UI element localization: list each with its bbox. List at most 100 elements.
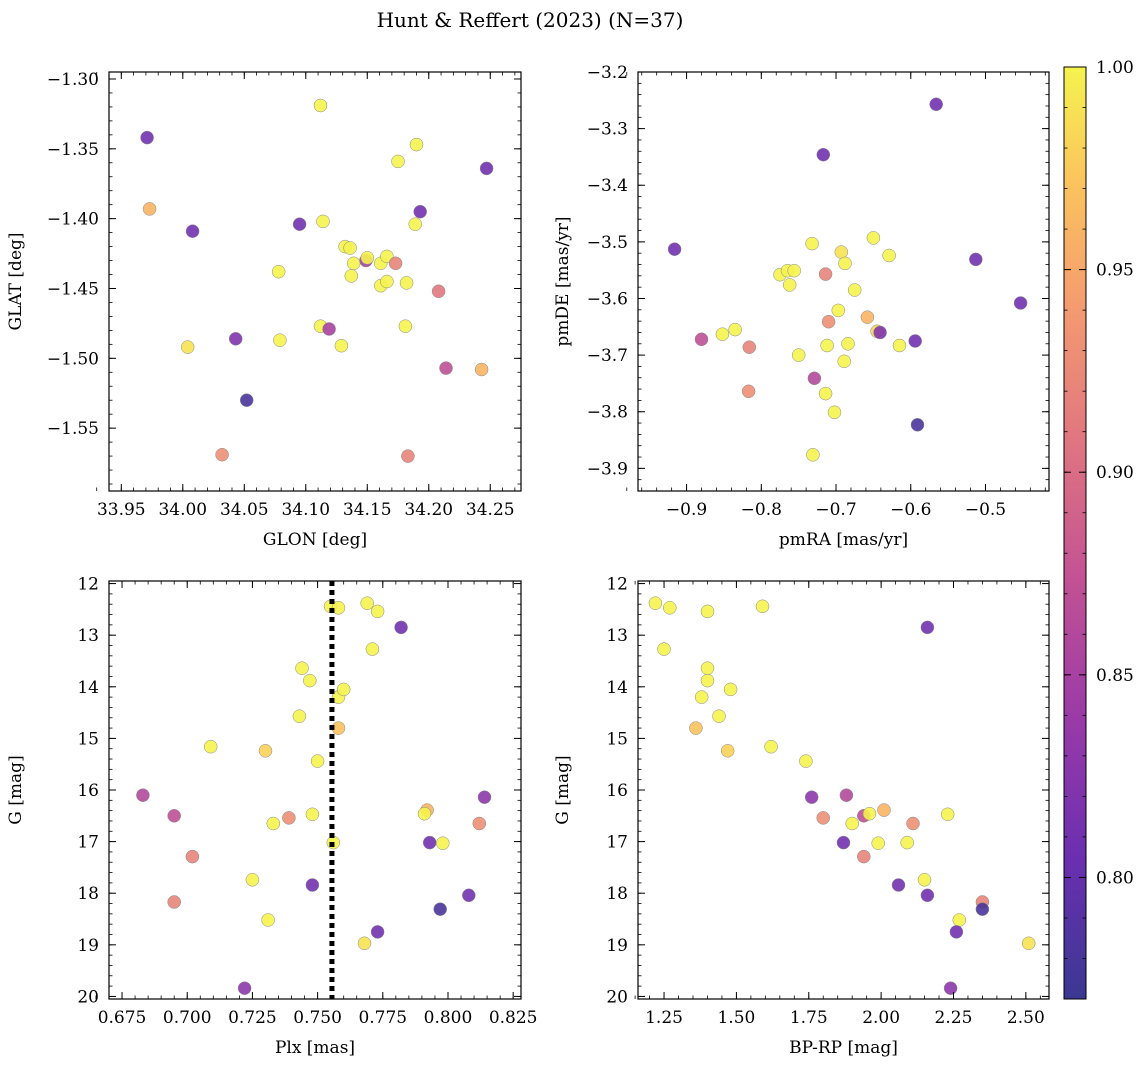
data-point — [370, 925, 385, 939]
data-point — [142, 202, 157, 216]
data-point — [237, 981, 252, 995]
plot-area — [109, 581, 521, 999]
data-point — [399, 276, 414, 290]
x-tick-label: 1.25 — [645, 1008, 683, 1028]
data-point — [764, 739, 778, 754]
x-tick-label: −0.6 — [890, 500, 931, 520]
data-point — [700, 604, 715, 619]
data-point — [700, 673, 715, 688]
data-point — [799, 754, 813, 768]
x-tick-label: 2.50 — [1007, 1008, 1045, 1028]
data-point — [310, 754, 325, 768]
data-point — [303, 673, 317, 688]
data-point — [720, 744, 735, 758]
y-tick-label: −3.6 — [587, 289, 628, 309]
data-point — [900, 835, 914, 850]
x-tick-label: 34.00 — [158, 500, 207, 520]
data-point — [203, 739, 218, 754]
x-tick-label: 34.20 — [404, 500, 453, 520]
y-tick-label: −3.7 — [587, 346, 628, 366]
y-tick-label: 12 — [606, 575, 628, 595]
data-point — [694, 690, 709, 704]
data-point — [479, 161, 494, 176]
data-point — [782, 278, 797, 292]
data-point — [871, 836, 885, 850]
axes-frame — [108, 71, 522, 492]
figure-title: Hunt & Reffert (2023) (N=37) — [377, 8, 684, 32]
y-tick-label: −1.50 — [47, 349, 99, 369]
data-point — [807, 371, 822, 386]
x-tick-label: 2.25 — [935, 1008, 973, 1028]
data-point — [847, 283, 862, 297]
x-tick-label: 0.700 — [163, 1008, 212, 1028]
data-point — [787, 263, 801, 278]
data-point — [282, 811, 296, 825]
data-point — [343, 241, 357, 255]
x-tick-label: −0.7 — [815, 500, 856, 520]
data-point — [313, 98, 328, 113]
x-tick-label: 0.800 — [424, 1008, 473, 1028]
x-tick-label: 33.95 — [97, 500, 146, 520]
colorbar-tick-label: 0.90 — [1096, 463, 1134, 483]
data-point — [667, 242, 682, 256]
y-tick-label: 13 — [77, 626, 99, 646]
data-point — [908, 334, 922, 348]
data-point — [700, 661, 715, 675]
data-point — [969, 252, 983, 267]
data-point — [472, 816, 487, 831]
data-point — [839, 788, 854, 802]
data-point — [910, 418, 925, 432]
data-point — [228, 332, 243, 346]
y-tick-label: −3.8 — [587, 403, 628, 423]
data-point — [741, 384, 756, 399]
data-point — [357, 936, 372, 951]
data-point — [816, 147, 831, 162]
x-tick-label: 0.825 — [489, 1008, 538, 1028]
data-point — [401, 449, 415, 463]
data-point — [838, 256, 852, 271]
plot-area — [109, 72, 521, 491]
data-point — [917, 873, 932, 887]
y-tick-label: 18 — [606, 884, 628, 904]
data-point — [433, 902, 447, 916]
y-axis-label: GLAT [deg] — [6, 232, 26, 330]
data-point — [398, 319, 413, 333]
data-point — [715, 327, 730, 341]
data-point — [136, 788, 150, 802]
y-tick-label: −3.4 — [587, 176, 628, 196]
data-point — [929, 97, 943, 112]
data-point — [365, 642, 380, 656]
data-point — [316, 214, 330, 229]
data-point — [805, 236, 819, 251]
data-point — [862, 806, 877, 821]
data-point — [215, 447, 229, 462]
x-axis-label: BP-RP [mag] — [789, 1038, 898, 1058]
y-tick-label: −1.30 — [47, 70, 99, 90]
y-tick-label: 12 — [77, 575, 99, 595]
x-tick-label: −0.8 — [741, 500, 782, 520]
data-point — [394, 620, 408, 635]
data-point — [940, 807, 955, 822]
axes-frame — [637, 71, 1050, 492]
data-point — [331, 601, 346, 615]
data-point — [816, 811, 830, 825]
data-point — [258, 744, 273, 758]
data-point — [866, 231, 881, 245]
y-tick-label: −1.40 — [47, 210, 99, 230]
data-point — [820, 338, 834, 353]
data-point — [952, 913, 967, 927]
y-tick-label: 17 — [77, 833, 99, 853]
data-point — [689, 721, 703, 735]
data-point — [791, 348, 806, 362]
data-point — [305, 878, 320, 892]
data-point — [663, 601, 677, 615]
plot-area — [638, 72, 1049, 491]
data-point — [271, 264, 286, 279]
x-tick-label: −0.9 — [666, 500, 707, 520]
colorbar-tick-label: 0.80 — [1096, 868, 1134, 888]
colorbar-tick-label: 0.85 — [1096, 666, 1134, 686]
data-point — [409, 137, 424, 152]
data-point — [292, 217, 307, 231]
data-point — [360, 596, 374, 610]
y-tick-label: 13 — [606, 626, 628, 646]
